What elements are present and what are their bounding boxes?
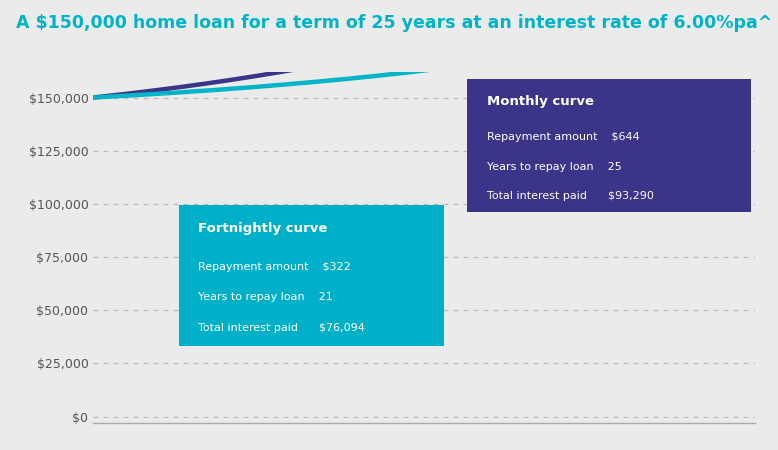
Text: A $150,000 home loan for a term of 25 years at an interest rate of 6.00%pa^: A $150,000 home loan for a term of 25 ye…: [16, 14, 772, 32]
